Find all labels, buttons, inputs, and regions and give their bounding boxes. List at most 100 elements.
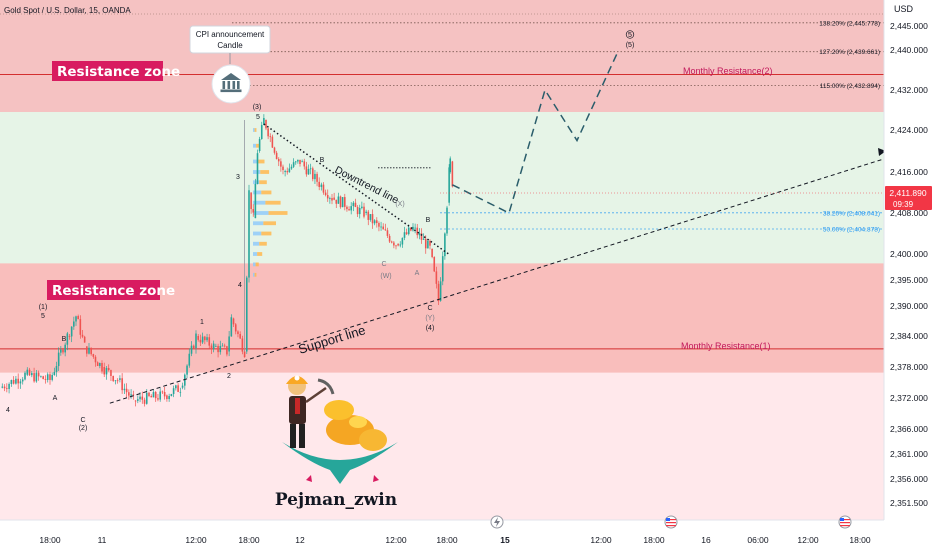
price-tick-2: 2,432.000 — [890, 85, 928, 95]
candle-body — [64, 344, 66, 353]
candle-body — [273, 147, 276, 153]
candle-body — [112, 375, 114, 381]
lightning-icon[interactable] — [490, 515, 504, 529]
wave-label-12: 5 — [256, 114, 260, 121]
candle-body — [271, 136, 274, 148]
candle-body — [179, 391, 182, 393]
candle-body — [101, 363, 103, 372]
candle-body — [439, 281, 442, 301]
bar-countdown: 09:39 — [893, 200, 914, 209]
candle-body — [217, 345, 219, 353]
time-tick-3: 18:00 — [238, 535, 260, 545]
time-tick-5: 12:00 — [385, 535, 407, 545]
candle-body — [420, 233, 423, 240]
time-tick-0: 18:00 — [39, 535, 61, 545]
resistance-zone-upper — [0, 0, 884, 112]
candle-body — [62, 349, 64, 353]
time-tick-12: 12:00 — [797, 535, 819, 545]
price-axis[interactable]: USD 2,445.000 2,440.000 2,432.000 2,424.000… — [883, 0, 932, 550]
current-price-tag[interactable]: 2,411.890 09:39 — [885, 186, 932, 210]
price-tick-1: 2,440.000 — [890, 45, 928, 55]
candle-body — [365, 211, 367, 213]
candle-body — [12, 380, 15, 384]
vp-bar-orange-6 — [265, 200, 281, 205]
us-flag-icon-2[interactable] — [838, 515, 852, 529]
candle-body — [234, 324, 237, 332]
candle-body — [31, 373, 33, 376]
candle-body — [339, 196, 342, 208]
candle-body — [395, 245, 397, 247]
candle-body — [367, 211, 370, 220]
candle-body — [248, 190, 250, 278]
candle-body — [416, 227, 419, 236]
candle-body — [96, 362, 99, 366]
wave-label-19: C — [427, 305, 432, 312]
candle-body — [326, 195, 329, 199]
price-tick-5: 2,408.000 — [890, 208, 928, 218]
price-tick-11: 2,372.000 — [890, 393, 928, 403]
gold-nuggets-icon — [324, 400, 387, 451]
candle-body — [299, 159, 301, 164]
candle-body — [201, 336, 204, 343]
candle-body — [309, 168, 312, 170]
candle-body — [303, 161, 306, 167]
candle-body — [81, 334, 84, 337]
vp-bar-orange-11 — [257, 252, 263, 256]
wave-label-10: 4 — [238, 282, 242, 289]
candle-body — [333, 197, 335, 200]
candle-body — [19, 381, 22, 384]
vp-bar-orange-1 — [256, 143, 260, 148]
vp-bar-blue-11 — [253, 252, 258, 256]
event-icons[interactable] — [490, 515, 852, 529]
candle-body — [134, 400, 137, 402]
wave-label-18: B — [426, 217, 431, 224]
vp-bar-orange-3 — [260, 170, 270, 174]
candle-body — [150, 395, 153, 398]
price-tick-3: 2,424.000 — [890, 125, 928, 135]
candle-body — [94, 356, 97, 363]
candle-body — [288, 168, 291, 173]
candle-body — [132, 394, 135, 396]
candle-body — [228, 336, 230, 352]
candle-body — [412, 226, 414, 231]
candle-body — [361, 206, 363, 209]
candle-body — [322, 184, 325, 193]
price-tick-12: 2,366.000 — [890, 424, 928, 434]
candle-body — [66, 333, 69, 345]
vp-bar-orange-5 — [261, 190, 272, 195]
candle-body — [145, 392, 148, 404]
price-axis-bg — [884, 0, 932, 550]
vp-bar-blue-2 — [253, 159, 259, 164]
candle-body — [431, 248, 433, 258]
candle-body — [186, 365, 188, 375]
wave-label-8: 2 — [227, 373, 231, 380]
candle-body — [256, 153, 259, 184]
candle-body — [252, 209, 255, 213]
candle-body — [275, 152, 278, 159]
wave-label-20: (Y) — [425, 315, 434, 322]
fib-label-3: 38.20% (2,408.041) — [823, 210, 880, 217]
candle-body — [435, 271, 438, 284]
candle-body — [197, 336, 200, 340]
candle-body — [177, 385, 179, 392]
wave-label-13: B — [320, 157, 325, 164]
candle-body — [114, 380, 117, 382]
candle-body — [26, 369, 29, 375]
vp-bar-orange-0 — [254, 128, 257, 132]
vp-bar-blue-8 — [253, 221, 264, 226]
candle-body — [28, 369, 31, 376]
candle-body — [190, 345, 193, 354]
price-tick-8: 2,390.000 — [890, 301, 928, 311]
wave-label-0: (1) — [39, 304, 48, 311]
candle-body — [369, 214, 372, 220]
candle-body — [90, 347, 92, 355]
us-flag-icon[interactable] — [664, 515, 678, 529]
time-axis[interactable]: 18:00 11 12:00 18:00 12 12:00 18:00 15 12:00 18:0… — [0, 519, 932, 550]
candle-body — [125, 388, 128, 393]
miner-icon — [286, 375, 335, 448]
wave-label-23: (5) — [626, 42, 635, 49]
downtrend-line — [263, 123, 450, 255]
vp-bar-orange-12 — [255, 262, 259, 267]
candle-body — [3, 386, 6, 389]
